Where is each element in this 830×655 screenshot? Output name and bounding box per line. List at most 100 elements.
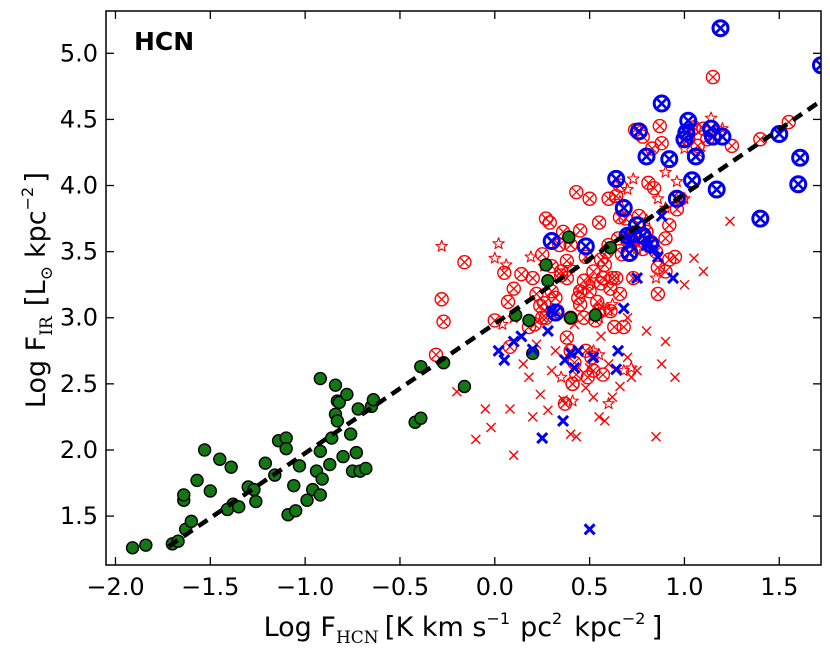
green-filled-circle-point <box>224 460 238 474</box>
green-filled-circle-point <box>588 308 603 322</box>
red-crosse-point <box>641 325 652 336</box>
red-star-point <box>435 239 448 252</box>
red-circled-crosse-point <box>542 215 557 230</box>
blue-circled-crosse-point <box>614 199 633 218</box>
x-tick-label: −1.5 <box>181 573 239 601</box>
red-crosse-point <box>527 411 538 422</box>
x-tick-label: −1.0 <box>276 573 334 601</box>
blue-crosse-point <box>587 351 600 364</box>
red-crosse-point <box>599 415 610 426</box>
red-circled-crosse-point <box>580 370 595 385</box>
green-filled-circle-point <box>203 484 218 498</box>
blue-circled-crosse-point <box>707 180 726 199</box>
green-filled-circle-point <box>313 444 328 458</box>
red-star-point <box>602 397 615 410</box>
blue-circled-crosse-point <box>812 56 821 75</box>
red-crosse-point <box>550 345 561 356</box>
blue-circled-crosse-point <box>641 234 660 253</box>
green-filled-circle-point <box>249 494 263 509</box>
y-tick-label: 1.5 <box>60 502 98 530</box>
red-crosse-point <box>508 450 519 461</box>
red-circled-crosse-point <box>658 231 673 246</box>
blue-crosse-point <box>515 330 528 343</box>
blue-circled-crosse-point <box>546 303 565 322</box>
red-crosse-point <box>594 411 605 422</box>
red-crosse-point <box>698 266 709 277</box>
y-tick-label: 2.5 <box>60 370 98 398</box>
red-circled-crosse-point <box>724 138 740 154</box>
red-star-point <box>566 394 579 407</box>
red-crosse-point <box>518 359 529 370</box>
green-filled-circle-point <box>336 449 350 464</box>
red-crosse-point <box>596 331 606 342</box>
red-circled-crosse-point <box>497 265 512 280</box>
x-tick-label: −2.0 <box>86 573 144 601</box>
red-star-point <box>651 192 665 205</box>
green-filled-circle-point <box>279 441 293 456</box>
red-circled-crosse-point <box>457 255 472 270</box>
green-filled-circle-point <box>562 230 576 244</box>
blue-crosse-point <box>557 414 570 427</box>
red-circled-crosse-point <box>650 260 666 275</box>
blue-circled-crosse-point <box>679 111 698 130</box>
panel-title: HCN <box>134 27 194 56</box>
red-crosse-point <box>523 372 534 383</box>
y-tick-label: 2.0 <box>60 436 98 464</box>
blue-crosse-point <box>572 344 585 357</box>
blue-circled-crosse-point <box>576 237 595 256</box>
green-filled-circle-point <box>330 414 345 428</box>
green-filled-circle-point <box>563 311 578 325</box>
red-star-point <box>492 237 505 250</box>
green-filled-circle-point <box>139 538 153 552</box>
green-filled-circle-point <box>313 371 328 386</box>
red-circled-crosse-point <box>525 270 540 286</box>
red-crosse-point <box>669 372 680 383</box>
red-circled-crosse-point <box>705 69 721 85</box>
green-filled-circle-point <box>343 427 358 441</box>
green-filled-circle-point <box>340 387 354 402</box>
green-filled-circle-point <box>539 258 553 272</box>
red-star-point <box>592 348 606 361</box>
red-star-point <box>488 251 502 264</box>
blue-circled-crosse-point <box>542 232 561 251</box>
red-circled-crosse-point <box>616 319 631 335</box>
red-circled-crosse-point <box>565 376 580 392</box>
red-circled-crosse-point <box>608 270 624 286</box>
red-star-point <box>626 172 640 185</box>
y-tick-label: 5.0 <box>60 39 98 67</box>
red-crosse-point <box>571 431 582 442</box>
x-tick-label: 0.5 <box>571 573 609 601</box>
red-circled-crosse-point <box>572 284 588 299</box>
red-circled-crosse-point <box>652 118 667 134</box>
green-filled-circle-point <box>359 461 373 476</box>
red-circled-crosse-point <box>500 294 516 310</box>
red-crosse-point <box>580 382 591 393</box>
blue-crosse-point <box>583 523 596 536</box>
red-star-point <box>659 165 672 178</box>
red-star-point <box>625 361 638 374</box>
blue-circled-crosse-point <box>660 150 679 169</box>
blue-circled-crosse-point <box>711 19 730 38</box>
red-crosse-point <box>660 336 671 347</box>
red-circled-crosse-point <box>595 367 611 382</box>
blue-circled-crosse-point <box>652 94 671 113</box>
red-crosse-point <box>588 392 599 403</box>
blue-circled-crosse-point <box>791 148 810 167</box>
plot-area-frame <box>105 10 822 566</box>
green-filled-circle-point <box>300 493 314 507</box>
green-filled-circle-point <box>457 379 472 394</box>
red-star-point <box>606 297 619 310</box>
red-circled-crosse-point <box>586 264 601 279</box>
red-circled-crosse-point <box>591 215 607 230</box>
red-crosse-point <box>679 279 690 290</box>
red-crosse-point <box>632 365 643 376</box>
green-filled-circle-point <box>287 478 301 493</box>
blue-crosse-point <box>526 343 539 356</box>
red-crosse-point <box>542 405 553 416</box>
red-crosse-point <box>486 422 496 433</box>
blue-circled-crosse-point <box>620 243 639 262</box>
blue-crosse-point <box>617 302 630 315</box>
green-filled-circle-point <box>414 411 428 425</box>
red-circled-crosse-point <box>601 191 616 206</box>
